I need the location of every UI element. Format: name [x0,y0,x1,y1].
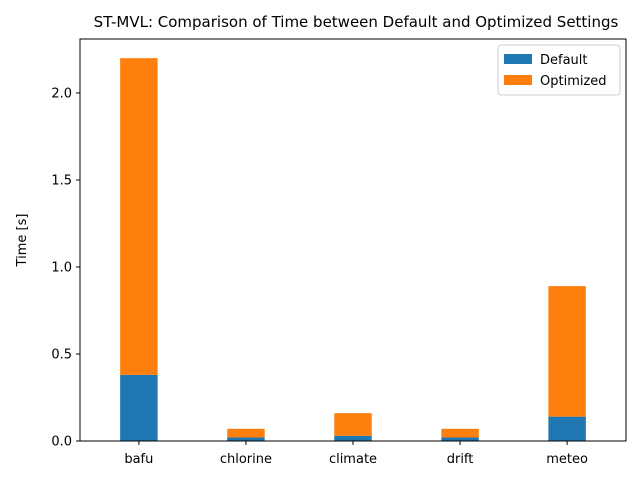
bar-optimized-meteo [548,286,586,417]
x-tick-label-meteo: meteo [546,452,588,467]
y-tick-label: 1.5 [51,173,72,188]
y-tick-label: 0.5 [51,347,72,362]
bar-optimized-drift [441,428,479,438]
bar-optimized-climate [334,413,372,436]
x-tick-label-chlorine: chlorine [220,452,272,467]
bar-default-meteo [548,416,586,441]
y-tick-label: 0.0 [51,435,72,450]
legend: Default Optimized [497,44,621,96]
bar-default-climate [334,435,372,441]
bar-optimized-chlorine [227,428,265,438]
bar-default-bafu [120,374,158,441]
x-tick-label-drift: drift [447,452,474,467]
bar-default-drift [441,437,479,441]
bar-default-chlorine [227,437,265,441]
y-axis-ticks: 0.0 0.5 1.0 1.5 2.0 [51,86,80,450]
legend-label-default: Default [540,53,588,68]
legend-swatch-optimized [504,75,532,85]
legend-swatch-default [504,54,532,64]
y-tick-label: 1.0 [51,260,72,275]
bar-optimized-bafu [120,58,158,375]
chart-title: ST-MVL: Comparison of Time between Defau… [94,13,619,31]
x-tick-label-bafu: bafu [124,452,153,467]
legend-label-optimized: Optimized [540,74,607,89]
x-tick-label-climate: climate [329,452,377,467]
y-tick-label: 2.0 [51,86,72,101]
y-axis-label: Time [s] [15,214,30,268]
x-axis-ticks: bafu chlorine climate drift meteo [124,441,588,467]
bars-group [120,58,586,441]
